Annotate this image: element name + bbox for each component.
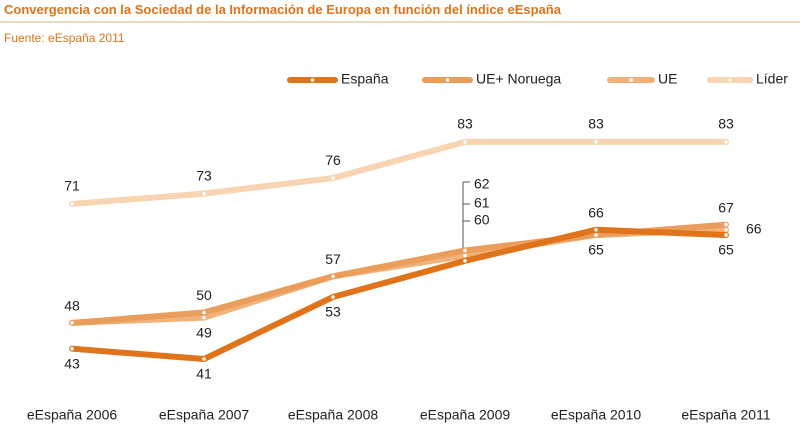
x-tick-label: eEspaña 2011 xyxy=(681,407,770,423)
legend-label: UE xyxy=(658,71,677,87)
data-point xyxy=(70,202,74,206)
data-label: 83 xyxy=(457,116,473,132)
data-label: 65 xyxy=(588,242,604,258)
data-point xyxy=(331,295,335,299)
data-point xyxy=(70,321,74,325)
data-point xyxy=(594,140,598,144)
chart-subtitle: Fuente: eEspaña 2011 xyxy=(4,31,125,45)
data-label: 73 xyxy=(196,167,212,183)
data-point xyxy=(724,227,728,232)
legend-dot xyxy=(629,78,633,82)
legend-dot xyxy=(728,78,732,82)
data-label: 83 xyxy=(588,116,604,132)
data-point xyxy=(594,233,598,237)
data-label: 66 xyxy=(746,220,762,236)
data-label: 53 xyxy=(325,304,341,320)
data-point xyxy=(70,346,74,351)
data-label: 43 xyxy=(64,355,80,371)
data-point xyxy=(331,274,335,279)
bracket xyxy=(462,181,470,250)
data-label: 60 xyxy=(474,212,490,228)
data-point xyxy=(724,140,728,144)
data-label: 57 xyxy=(325,251,341,267)
series-line xyxy=(69,226,729,363)
legend-label: Líder xyxy=(756,71,788,87)
legend-dot xyxy=(445,78,450,82)
data-label: 62 xyxy=(474,176,490,192)
data-point xyxy=(331,176,335,180)
data-label: 67 xyxy=(718,199,734,215)
data-point xyxy=(202,315,206,320)
legend-dot xyxy=(310,78,315,82)
legend-label: España xyxy=(341,71,389,87)
data-point xyxy=(724,222,728,227)
data-point xyxy=(594,227,598,232)
x-tick-label: eEspaña 2008 xyxy=(288,407,379,423)
x-tick-label: eEspaña 2009 xyxy=(420,407,511,423)
data-label: 66 xyxy=(588,204,604,220)
series-line xyxy=(69,138,729,207)
data-label: 49 xyxy=(196,324,212,340)
data-point xyxy=(463,253,467,258)
data-point xyxy=(202,191,206,196)
data-label: 41 xyxy=(196,366,212,382)
legend-label: UE+ Noruega xyxy=(476,71,561,87)
data-label: 48 xyxy=(64,298,80,314)
data-point xyxy=(202,310,206,315)
data-label: 65 xyxy=(718,242,734,258)
data-label: 71 xyxy=(64,178,80,194)
data-label: 76 xyxy=(325,152,341,168)
chart-title: Convergencia con la Sociedad de la Infor… xyxy=(4,2,562,17)
data-point xyxy=(463,140,467,144)
x-tick-label: eEspaña 2007 xyxy=(159,407,250,423)
data-label: 61 xyxy=(474,195,490,211)
x-tick-label: eEspaña 2010 xyxy=(551,407,642,423)
data-label: 83 xyxy=(718,116,734,132)
x-tick-label: eEspaña 2006 xyxy=(27,407,118,423)
data-point xyxy=(202,357,206,361)
data-point xyxy=(463,248,467,253)
data-label: 50 xyxy=(196,287,212,303)
data-point xyxy=(724,233,728,237)
data-point xyxy=(463,259,467,263)
series-line xyxy=(69,221,729,326)
